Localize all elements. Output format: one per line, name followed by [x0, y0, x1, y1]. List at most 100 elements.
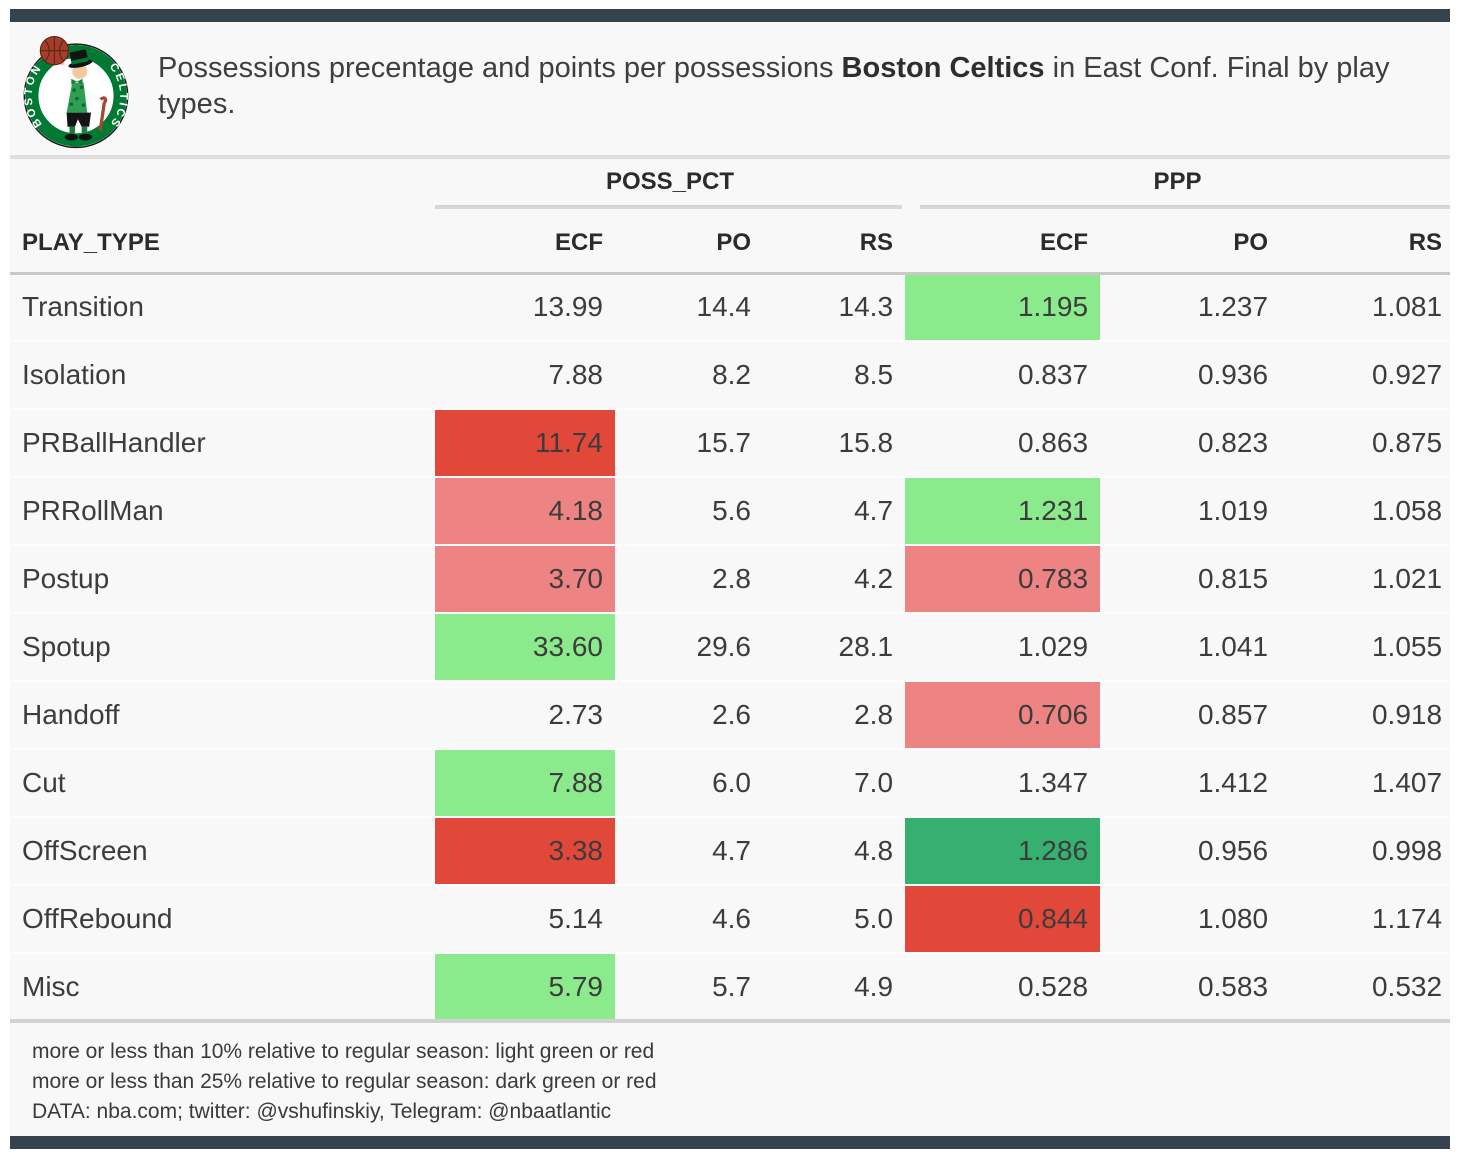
ppp-po-cell: 0.815 [1100, 545, 1281, 614]
poss-pct-rs-cell: 8.5 [763, 341, 906, 410]
play-type-cell: Isolation [10, 341, 435, 410]
ppp-rs-cell: 0.998 [1280, 817, 1451, 886]
poss-pct-ecf-cell: 5.79 [435, 953, 615, 1023]
group-header-ppp: PPP [905, 159, 1451, 209]
poss-pct-rs-cell: 4.8 [763, 817, 906, 886]
ppp-rs-cell: 0.532 [1280, 953, 1451, 1023]
top-accent-bar [10, 9, 1450, 22]
poss-pct-ecf-cell: 7.88 [435, 749, 615, 818]
poss-pct-po-cell: 4.6 [615, 885, 763, 954]
poss-pct-po-cell: 2.6 [615, 681, 763, 750]
ppp-po-cell: 1.080 [1100, 885, 1281, 954]
play-type-cell: PRRollMan [10, 477, 435, 546]
ppp-po-cell: 0.956 [1100, 817, 1281, 886]
play-type-cell: Handoff [10, 681, 435, 750]
ppp-ecf-cell: 0.783 [905, 545, 1101, 614]
poss-pct-rs-cell: 4.7 [763, 477, 906, 546]
play-type-cell: OffRebound [10, 885, 435, 954]
ppp-po-cell: 0.857 [1100, 681, 1281, 750]
ppp-rs-cell: 0.927 [1280, 341, 1451, 410]
bottom-accent-bar [10, 1136, 1450, 1149]
poss-pct-po-cell: 2.8 [615, 545, 763, 614]
ppp-rs-cell: 0.918 [1280, 681, 1451, 750]
poss-pct-ecf-cell: 11.74 [435, 409, 615, 478]
col-header-ppp-po: PO [1100, 209, 1281, 275]
col-header-ppp-rs: RS [1280, 209, 1451, 275]
table-row: PRBallHandler 11.74 15.7 15.8 0.863 0.823 0.87… [10, 409, 1451, 478]
play-type-cell: PRBallHandler [10, 409, 435, 478]
play-type-cell: Spotup [10, 613, 435, 682]
legend-note-25pct: more or less than 25% relative to regula… [32, 1070, 657, 1093]
ppp-ecf-cell: 1.195 [905, 273, 1101, 342]
ppp-po-cell: 1.041 [1100, 613, 1281, 682]
svg-text:BOSTON: BOSTON [23, 62, 45, 130]
play-type-cell: Cut [10, 749, 435, 818]
group-label-ppp: PPP [1153, 168, 1202, 195]
poss-pct-rs-cell: 5.0 [763, 885, 906, 954]
ppp-ecf-cell: 0.837 [905, 341, 1101, 410]
title-team: Boston Celtics [841, 52, 1045, 84]
ppp-rs-cell: 1.021 [1280, 545, 1451, 614]
ppp-ecf-cell: 0.706 [905, 681, 1101, 750]
play-type-cell: Transition [10, 273, 435, 342]
poss-pct-po-cell: 14.4 [615, 273, 763, 342]
table-row: Postup 3.70 2.8 4.2 0.783 0.815 1.021 [10, 545, 1451, 614]
play-type-cell: OffScreen [10, 817, 435, 886]
table-row: Isolation 7.88 8.2 8.5 0.837 0.936 0.927 [10, 341, 1451, 410]
poss-pct-rs-cell: 28.1 [763, 613, 906, 682]
col-header-ppp-ecf: ECF [905, 209, 1101, 275]
poss-pct-ecf-cell: 3.38 [435, 817, 615, 886]
col-header-poss-ecf: ECF [435, 209, 615, 275]
group-underline-ppp [920, 205, 1451, 209]
poss-pct-po-cell: 15.7 [615, 409, 763, 478]
ppp-po-cell: 0.583 [1100, 953, 1281, 1023]
poss-pct-rs-cell: 14.3 [763, 273, 906, 342]
ppp-rs-cell: 1.055 [1280, 613, 1451, 682]
poss-pct-ecf-cell: 5.14 [435, 885, 615, 954]
col-header-poss-rs: RS [763, 209, 906, 275]
table-row: Spotup 33.60 29.6 28.1 1.029 1.041 1.055 [10, 613, 1451, 682]
group-header-poss-pct: POSS_PCT [435, 159, 905, 209]
title-prefix: Possessions precentage and points per po… [158, 52, 842, 84]
group-label-poss-pct: POSS_PCT [605, 168, 735, 195]
poss-pct-po-cell: 5.7 [615, 953, 763, 1023]
table-row: OffRebound 5.14 4.6 5.0 0.844 1.080 1.174 [10, 885, 1451, 954]
ppp-ecf-cell: 1.231 [905, 477, 1101, 546]
ppp-rs-cell: 1.407 [1280, 749, 1451, 818]
page-title: Possessions precentage and points per po… [158, 50, 1436, 123]
ppp-po-cell: 1.019 [1100, 477, 1281, 546]
table-row: Handoff 2.73 2.6 2.8 0.706 0.857 0.918 [10, 681, 1451, 750]
ppp-rs-cell: 1.174 [1280, 885, 1451, 954]
data-source-note: DATA: nba.com; twitter: @vshufinskiy, Te… [32, 1100, 612, 1123]
table-row: PRRollMan 4.18 5.6 4.7 1.231 1.019 1.058 [10, 477, 1451, 546]
table-row: Misc 5.79 5.7 4.9 0.528 0.583 0.532 [10, 953, 1451, 1023]
stats-table: POSS_PCT PPP PLAY_TYPE ECF PO RS ECF PO … [10, 159, 1451, 1023]
ppp-ecf-cell: 1.029 [905, 613, 1101, 682]
ppp-ecf-cell: 0.863 [905, 409, 1101, 478]
col-header-poss-po: PO [615, 209, 763, 275]
ppp-po-cell: 1.237 [1100, 273, 1281, 342]
poss-pct-ecf-cell: 33.60 [435, 613, 615, 682]
poss-pct-rs-cell: 7.0 [763, 749, 906, 818]
poss-pct-po-cell: 29.6 [615, 613, 763, 682]
basketball-icon [39, 36, 70, 66]
poss-pct-po-cell: 8.2 [615, 341, 763, 410]
poss-pct-po-cell: 6.0 [615, 749, 763, 818]
column-header-row: PLAY_TYPE ECF PO RS ECF PO RS [10, 209, 1451, 275]
celtics-logo-icon: BOSTON CELTICS [23, 36, 129, 149]
table-row: Transition 13.99 14.4 14.3 1.195 1.237 1.081 [10, 273, 1451, 342]
ppp-po-cell: 0.823 [1100, 409, 1281, 478]
title-suffix: in East Conf. Final by play types. [158, 52, 1390, 121]
ppp-ecf-cell: 0.844 [905, 885, 1101, 954]
title-divider [10, 155, 1450, 159]
ppp-po-cell: 1.412 [1100, 749, 1281, 818]
content: BOSTON CELTICS [10, 22, 1451, 1136]
ppp-rs-cell: 1.081 [1280, 273, 1451, 342]
logo-ring-text-boston: BOSTON [23, 62, 43, 130]
poss-pct-ecf-cell: 13.99 [435, 273, 615, 342]
legend-note-10pct: more or less than 10% relative to regula… [32, 1040, 655, 1063]
play-type-cell: Postup [10, 545, 435, 614]
ppp-po-cell: 0.936 [1100, 341, 1281, 410]
ppp-ecf-cell: 0.528 [905, 953, 1101, 1023]
